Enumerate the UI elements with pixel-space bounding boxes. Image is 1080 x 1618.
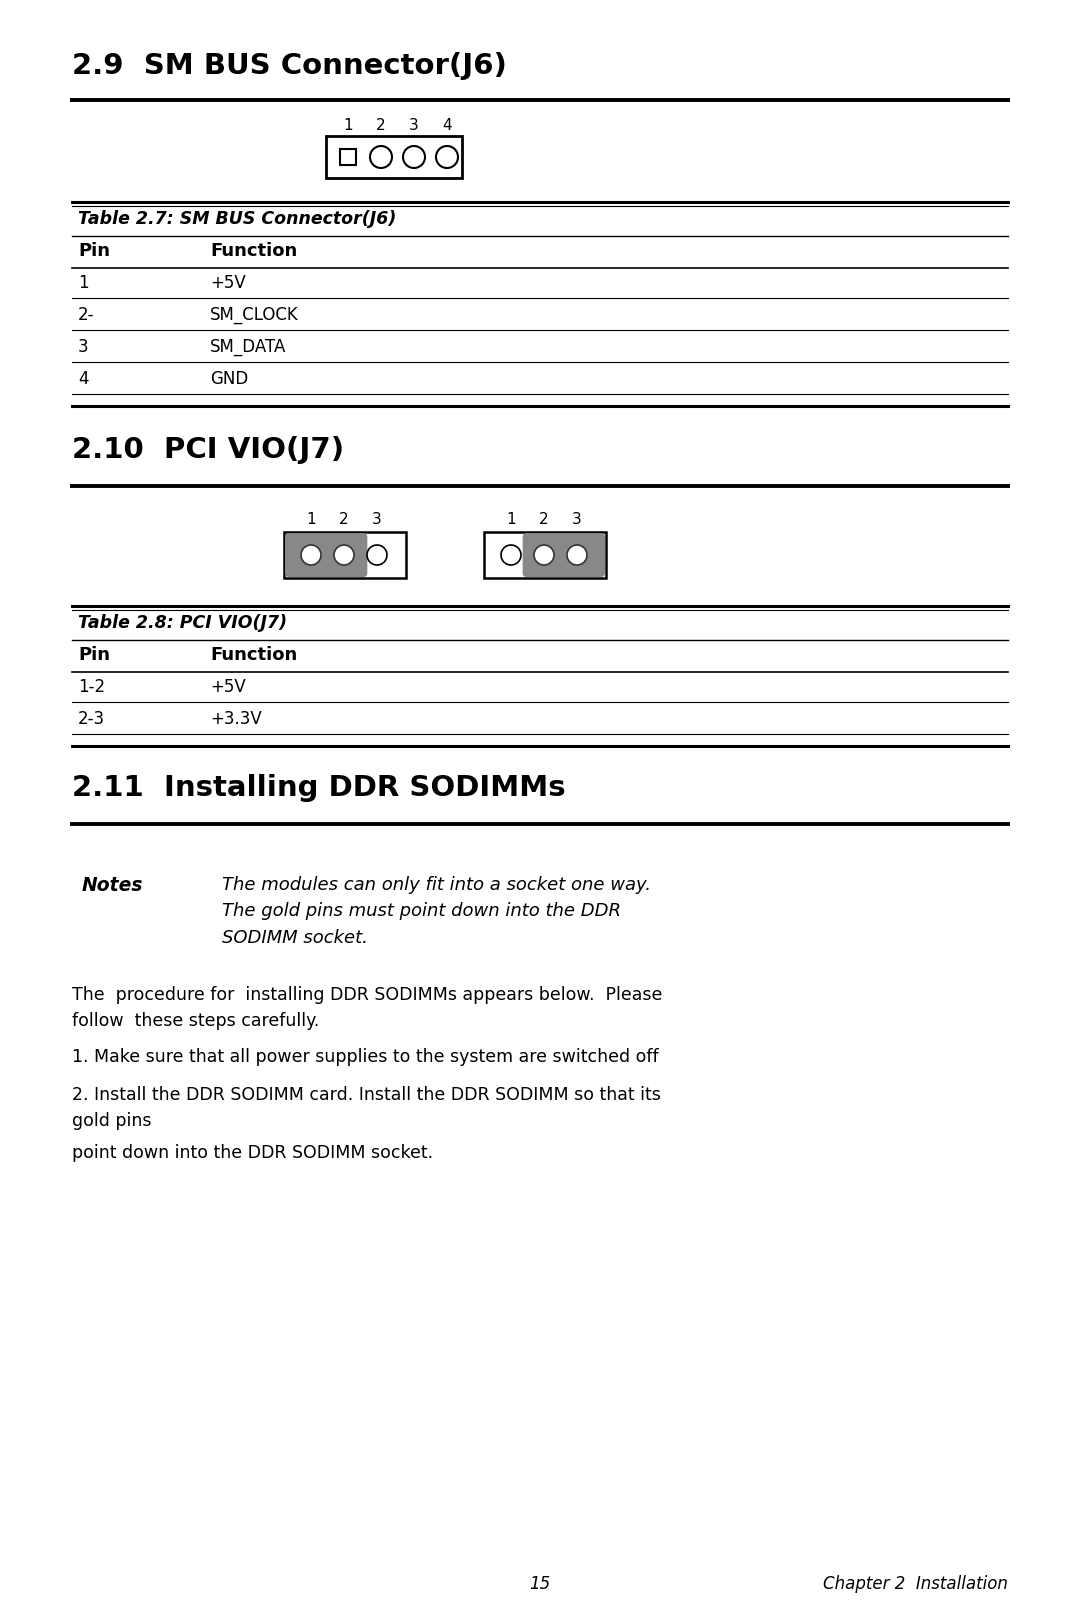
Text: 2.9  SM BUS Connector(J6): 2.9 SM BUS Connector(J6)	[72, 52, 507, 79]
Circle shape	[334, 545, 354, 565]
Circle shape	[436, 146, 458, 168]
Text: 1: 1	[78, 273, 89, 291]
Text: 2.11  Installing DDR SODIMMs: 2.11 Installing DDR SODIMMs	[72, 773, 566, 803]
Text: 1: 1	[343, 118, 353, 133]
Text: +5V: +5V	[210, 678, 246, 696]
Circle shape	[370, 146, 392, 168]
Circle shape	[403, 146, 426, 168]
Text: 1-2: 1-2	[78, 678, 105, 696]
Bar	[340, 149, 356, 165]
Text: +5V: +5V	[210, 273, 246, 291]
Text: 3: 3	[78, 338, 89, 356]
Text: +3.3V: +3.3V	[210, 710, 261, 728]
Text: 1: 1	[507, 511, 516, 527]
Text: Pin: Pin	[78, 243, 110, 260]
Circle shape	[567, 545, 588, 565]
Text: 2.10  PCI VIO(J7): 2.10 PCI VIO(J7)	[72, 435, 345, 464]
Text: 15: 15	[529, 1574, 551, 1594]
Text: Pin: Pin	[78, 646, 110, 663]
Text: 1. Make sure that all power supplies to the system are switched off: 1. Make sure that all power supplies to …	[72, 1048, 659, 1066]
Circle shape	[301, 545, 321, 565]
Text: 4: 4	[78, 371, 89, 388]
Circle shape	[501, 545, 521, 565]
Text: Function: Function	[210, 243, 297, 260]
Bar	[326, 136, 462, 178]
Text: 2: 2	[376, 118, 386, 133]
Text: 3: 3	[409, 118, 419, 133]
Bar	[284, 532, 406, 578]
Bar	[484, 532, 606, 578]
Text: 2. Install the DDR SODIMM card. Install the DDR SODIMM so that its
gold pins: 2. Install the DDR SODIMM card. Install …	[72, 1086, 661, 1131]
Text: 4: 4	[442, 118, 451, 133]
FancyBboxPatch shape	[285, 532, 367, 578]
Text: point down into the DDR SODIMM socket.: point down into the DDR SODIMM socket.	[72, 1144, 433, 1162]
Text: 2-3: 2-3	[78, 710, 105, 728]
Text: SM_CLOCK: SM_CLOCK	[210, 306, 299, 324]
Text: Function: Function	[210, 646, 297, 663]
FancyBboxPatch shape	[523, 532, 605, 578]
Circle shape	[367, 545, 387, 565]
Text: The modules can only fit into a socket one way.
The gold pins must point down in: The modules can only fit into a socket o…	[222, 875, 651, 947]
Text: Table 2.7: SM BUS Connector(J6): Table 2.7: SM BUS Connector(J6)	[78, 210, 396, 228]
Text: Notes: Notes	[82, 875, 144, 895]
Text: 2: 2	[539, 511, 549, 527]
Text: SM_DATA: SM_DATA	[210, 338, 286, 356]
Text: Table 2.8: PCI VIO(J7): Table 2.8: PCI VIO(J7)	[78, 613, 287, 633]
Text: 3: 3	[572, 511, 582, 527]
Circle shape	[534, 545, 554, 565]
Text: Chapter 2  Installation: Chapter 2 Installation	[823, 1574, 1008, 1594]
Text: 2: 2	[339, 511, 349, 527]
Text: 1: 1	[307, 511, 315, 527]
Text: The  procedure for  installing DDR SODIMMs appears below.  Please
follow  these : The procedure for installing DDR SODIMMs…	[72, 985, 662, 1031]
Text: 3: 3	[373, 511, 382, 527]
Text: GND: GND	[210, 371, 248, 388]
Text: 2-: 2-	[78, 306, 95, 324]
